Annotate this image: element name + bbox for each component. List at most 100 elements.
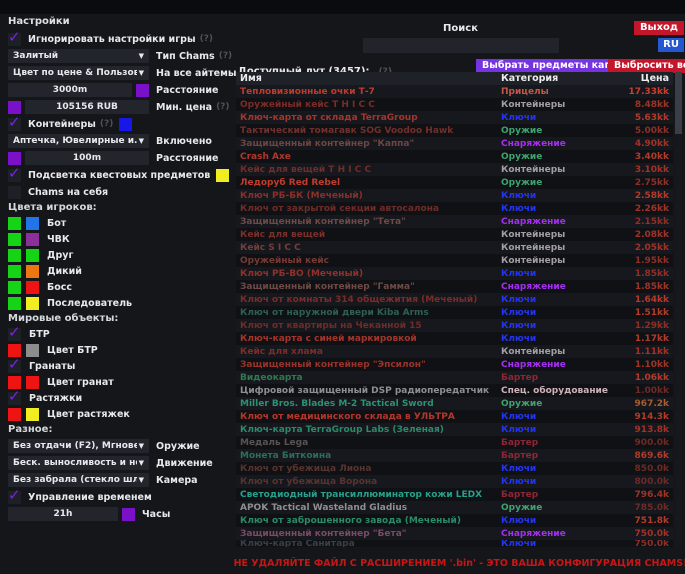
table-row[interactable]: Ключ-карта от склада TerraGroup Ключи 5.63… [236,111,673,124]
table-row[interactable]: Ключ-карта с синей маркировкой Ключи 1.17k… [236,332,673,345]
all-items-dropdown[interactable]: Цвет по цене & Пользователь ▼ [8,66,149,80]
table-row[interactable]: Ключ от квартиры на Чеканной 15 Ключи 1.29… [236,319,673,332]
table-row[interactable]: Ключ РБ-БК (Меченый) Ключи 2.58kk [236,189,673,202]
search-input[interactable] [362,38,559,53]
item-price: 1.11kk [634,346,669,357]
color-swatch[interactable] [26,217,39,230]
help-hint-icon[interactable]: (?) [99,119,114,129]
world-object-checkbox[interactable] [8,387,21,405]
table-row[interactable]: Видеокарта Бартер 1.06kk [236,371,673,384]
color-swatch[interactable] [8,376,21,389]
world-object-checkbox[interactable] [8,355,21,373]
table-row[interactable]: Защищенный контейнер "Эпсилон" Снаряжение… [236,358,673,371]
time-control-checkbox[interactable] [8,486,21,504]
min-price-input[interactable]: 105156 RUB [25,100,149,114]
table-row[interactable]: APOK Tactical Wasteland Gladius Оружие 785… [236,501,673,514]
settings-sidebar: Настройки Игнорировать настройки игры (?… [8,16,237,524]
column-header-name[interactable]: Имя [240,73,262,84]
camera-dropdown[interactable]: Без забрала (стекло шлема) ▼ [8,473,149,487]
table-row[interactable]: Тактический томагавк SOG Voodoo Hawk Оруж… [236,124,673,137]
help-hint-icon[interactable]: (?) [218,51,233,61]
table-row[interactable]: Защищенный контейнер "Каппа" Снаряжение 4.… [236,137,673,150]
table-row[interactable]: Ключ от убежища Лиона Ключи 850.0k [236,462,673,475]
language-button[interactable]: RU [658,38,684,52]
table-row[interactable]: Ледоруб Red Rebel Оружие 2.75kk [236,176,673,189]
color-swatch[interactable] [8,408,21,421]
table-row[interactable]: Ключ РБ-ВО (Меченый) Ключи 1.85kk [236,267,673,280]
column-header-price[interactable]: Цена [640,73,669,84]
min-price-color-swatch[interactable] [8,100,21,114]
table-row[interactable]: Ключ от медицинского склада в УЛЬТРА Ключ… [236,410,673,423]
table-row[interactable]: Оружейный кейс T H I C C Контейнеры 8.48kk [236,98,673,111]
color-swatch[interactable] [8,281,21,294]
table-row[interactable]: Кейс для вещей T H I C C Контейнеры 3.10kk [236,163,673,176]
weapon-dropdown[interactable]: Без отдачи (F2), Мгновенное п ▼ [8,439,149,453]
table-row[interactable]: Защищенный контейнер "Гамма" Снаряжение 1.… [236,280,673,293]
table-row[interactable]: Ключ от закрытой секции автосалона Ключи 2… [236,202,673,215]
color-swatch[interactable] [26,344,39,357]
table-row[interactable]: Miller Bros. Blades M-2 Tactical Sword Ор… [236,397,673,410]
chams-self-checkbox[interactable] [8,185,21,199]
quest-highlight-color-swatch[interactable] [216,168,230,182]
table-row[interactable]: Ключ от убежища Ворона Ключи 800.0k [236,475,673,488]
color-swatch[interactable] [8,297,21,310]
color-swatch[interactable] [26,376,39,389]
table-row[interactable]: Crash Axe Оружие 3.40kk [236,150,673,163]
table-row[interactable]: Кейс S I C C Контейнеры 2.05kk [236,241,673,254]
color-swatch[interactable] [26,265,39,278]
color-swatch[interactable] [26,297,39,310]
world-object-row: Цвет гранат [8,376,234,389]
table-row[interactable]: Тепловизионные очки Т-7 Прицелы 17.33kk [236,85,673,98]
exit-button[interactable]: Выход [633,21,684,35]
table-scrollbar[interactable] [675,72,682,547]
distance-input[interactable]: 3000m [8,83,132,97]
column-header-category[interactable]: Категория [501,73,559,84]
table-row[interactable]: Цифровой защищенный DSP радиопередатчик С… [236,384,673,397]
table-row[interactable]: Защищенный контейнер "Бета" Снаряжение 750… [236,527,673,540]
help-hint-icon[interactable]: (?) [216,102,230,112]
table-row[interactable]: Кейс для вещей Контейнеры 2.08kk [236,228,673,241]
drop-all-button[interactable]: Выбросить все [608,59,685,73]
color-swatch[interactable] [8,265,21,278]
color-swatch[interactable] [26,233,39,246]
quest-highlight-checkbox[interactable] [8,164,21,182]
help-hint-icon[interactable]: (?) [199,34,214,44]
color-swatch[interactable] [8,249,21,262]
scrollbar-thumb[interactable] [675,72,682,134]
player-color-row: Друг [8,249,234,262]
hours-color-swatch[interactable] [122,507,135,521]
table-row[interactable]: Ключ от комнаты 314 общежития (Меченый) К… [236,293,673,306]
chams-type-dropdown[interactable]: Залитый ▼ [8,49,149,63]
containers-color-swatch[interactable] [119,117,133,131]
containers-checkbox[interactable] [8,113,21,131]
world-object-checkbox[interactable] [8,323,21,341]
table-row[interactable]: Оружейный кейс Контейнеры 1.95kk [236,254,673,267]
table-row[interactable]: Ключ-карта TerraGroup Labs (Зеленая) Ключ… [236,423,673,436]
hours-input[interactable]: 21h [8,507,118,521]
item-name: Защищенный контейнер "Тета" [240,216,406,227]
table-row[interactable]: Ключ от заброшенного завода (Меченый) Клю… [236,514,673,527]
containers-filter-dropdown[interactable]: Аптечка, Ювелирные и... ▼ [8,134,149,148]
color-swatch[interactable] [8,233,21,246]
containers-distance-color-swatch[interactable] [8,151,21,165]
select-kappa-button[interactable]: Выбрать предметы каппа [476,59,630,73]
color-swatch[interactable] [8,344,21,357]
table-row[interactable]: Медаль Lega Бартер 900.0k [236,436,673,449]
ignore-game-settings-row: Игнорировать настройки игры (?) [8,28,234,46]
color-swatch[interactable] [8,217,21,230]
color-swatch[interactable] [26,249,39,262]
containers-distance-input[interactable]: 100m [25,151,149,165]
distance-color-swatch[interactable] [136,83,149,97]
color-swatch[interactable] [26,281,39,294]
all-items-label: На все айтемы [156,67,237,79]
table-row[interactable]: Кейс для хлама Контейнеры 1.11kk [236,345,673,358]
table-row[interactable]: Монета Биткоина Бартер 869.6k [236,449,673,462]
table-row[interactable]: Светодиодный трансиллюминатор кожи LEDX Б… [236,488,673,501]
item-category: Ключи [501,307,537,318]
table-row[interactable]: Ключ от наружной двери Kiba Arms Ключи 1.5… [236,306,673,319]
table-row[interactable]: Защищенный контейнер "Тета" Снаряжение 2.1… [236,215,673,228]
movement-dropdown[interactable]: Беск. выносливость и нет уста: ▼ [8,456,149,470]
color-swatch[interactable] [26,408,39,421]
table-row[interactable]: Ключ-карта Санитара Ключи 750.0k [236,540,673,547]
ignore-game-settings-checkbox[interactable] [8,28,21,46]
